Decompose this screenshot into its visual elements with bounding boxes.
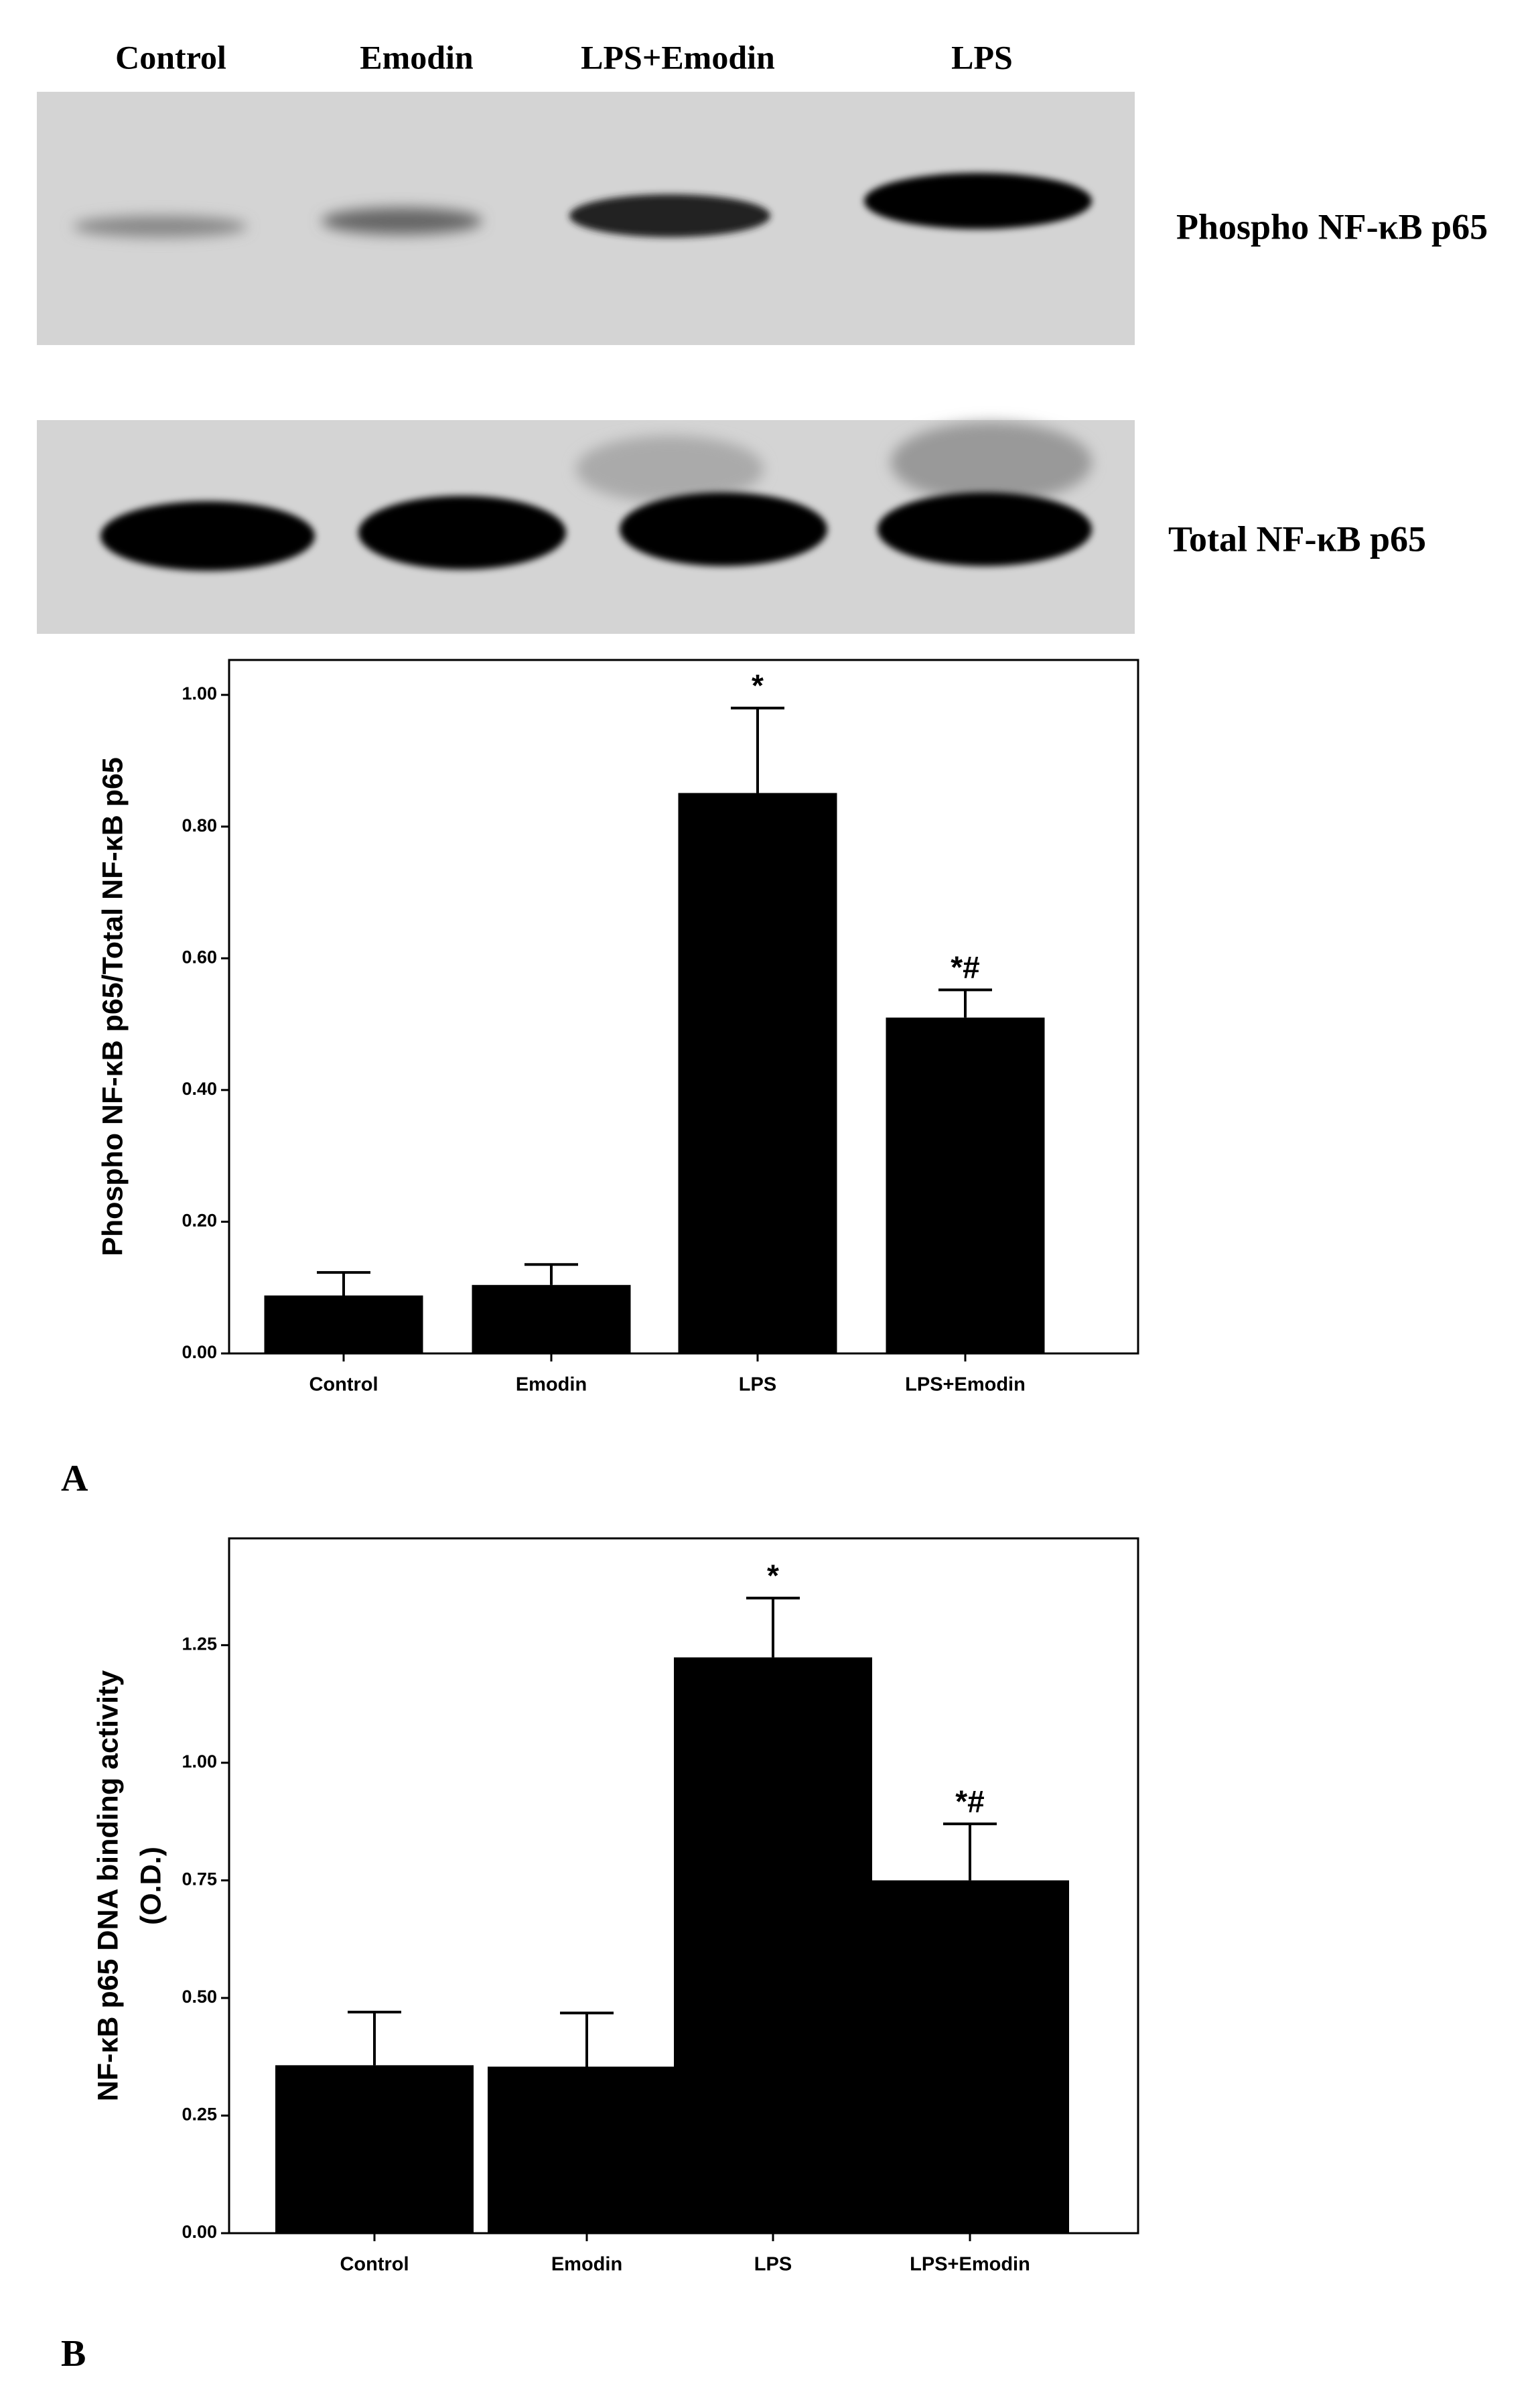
row-label: Phospho NF-κB p65	[1176, 206, 1488, 247]
x-tick-label: Control	[340, 2254, 409, 2275]
x-tick-label: LPS	[739, 1374, 776, 1396]
blot-phospho	[37, 92, 1135, 345]
y-tick-label: 0.00	[182, 1342, 217, 1362]
panel-label: A	[61, 1458, 88, 1500]
lane-label: Emodin	[360, 38, 474, 76]
y-tick-label: 1.00	[182, 683, 217, 704]
panel-label: B	[61, 2333, 86, 2375]
y-axis-label: NF-κB p65 DNA binding activity	[92, 1670, 124, 2102]
y-axis-label: (O.D.)	[135, 1847, 167, 1925]
bar	[674, 1657, 872, 2233]
significance-label: *#	[955, 1784, 984, 1818]
y-tick-label: 0.60	[182, 947, 217, 967]
x-tick-label: Control	[309, 1374, 378, 1396]
y-tick-label: 0.40	[182, 1079, 217, 1099]
x-tick-label: Emodin	[516, 1374, 587, 1396]
y-tick-label: 0.80	[182, 815, 217, 836]
lane-label: LPS+Emodin	[581, 38, 775, 76]
x-tick-label: Emodin	[551, 2254, 622, 2275]
bar	[488, 2066, 686, 2233]
lane-label: LPS	[951, 38, 1013, 76]
y-tick-label: 0.75	[182, 1869, 217, 1889]
y-tick-label: 0.50	[182, 1987, 217, 2007]
bar	[678, 793, 837, 1353]
significance-label: *#	[951, 950, 979, 985]
lane-label: Control	[115, 38, 226, 76]
bar	[871, 1880, 1069, 2233]
row-label: Total NF-κB p65	[1168, 519, 1426, 559]
y-tick-label: 1.00	[182, 1751, 217, 1772]
y-tick-label: 0.25	[182, 2105, 217, 2125]
y-tick-label: 0.20	[182, 1211, 217, 1231]
x-tick-label: LPS	[754, 2254, 792, 2275]
bar	[886, 1017, 1045, 1353]
y-tick-label: 0.00	[182, 2222, 217, 2242]
blot-total	[37, 420, 1135, 634]
bar	[275, 2065, 474, 2233]
significance-label: *	[752, 668, 764, 703]
x-tick-label: LPS+Emodin	[905, 1374, 1026, 1396]
bar	[264, 1295, 423, 1353]
x-tick-label: LPS+Emodin	[910, 2254, 1030, 2275]
significance-label: *	[767, 1558, 779, 1593]
y-axis-label: Phospho NF-κB p65/Total NF-κB p65	[96, 757, 129, 1256]
y-tick-label: 1.25	[182, 1634, 217, 1654]
bar	[472, 1284, 631, 1353]
